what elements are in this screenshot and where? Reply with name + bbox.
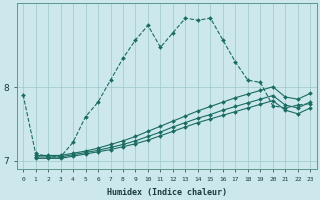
X-axis label: Humidex (Indice chaleur): Humidex (Indice chaleur) [107, 188, 227, 197]
